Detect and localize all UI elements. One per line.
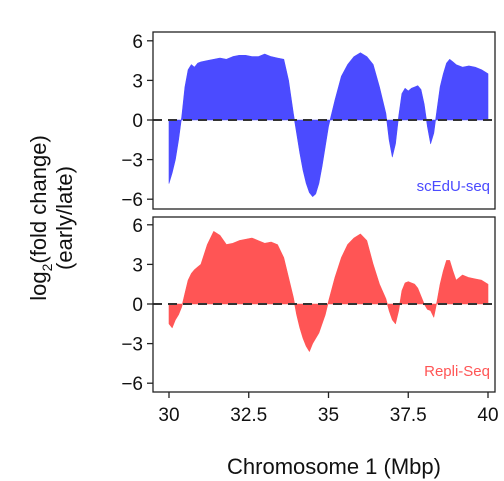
y-tick-label: 0 [132, 295, 143, 316]
y-axis-title: log2(fold change) (early/late) [26, 135, 77, 301]
x-tick-label: 37.5 [390, 405, 427, 426]
x-tick-label: 40 [477, 405, 498, 426]
y-axis-title-line2: (early/late) [52, 166, 77, 270]
area-path-repli-seq [168, 231, 489, 352]
x-tick-label: 32.5 [230, 405, 267, 426]
y-tick-label: 3 [132, 71, 143, 92]
scedu-seq-area-series [168, 52, 489, 197]
y-axis-title-log: log [26, 271, 51, 300]
y-tick-label: −6 [121, 190, 143, 211]
y-ticks-top: 6 3 0 −3 −6 [121, 32, 153, 211]
x-tick-label: 30 [158, 405, 179, 426]
y-tick-label: −3 [121, 335, 143, 356]
panel-repli-seq: 6 3 0 −3 −6 Repli-Seq [121, 216, 496, 395]
panel-label-repli-seq: Repli-Seq [424, 363, 490, 380]
panel-scedu-seq: 6 3 0 −3 −6 scEdU-seq [121, 31, 496, 211]
panel-label-scedu-seq: scEdU-seq [417, 178, 490, 195]
y-tick-label: −6 [121, 374, 143, 395]
x-axis: 30 32.5 35 37.5 40 [158, 392, 499, 426]
y-tick-label: 6 [132, 216, 143, 237]
x-axis-title: Chromosome 1 (Mbp) [227, 454, 441, 479]
area-path-scedu-seq [168, 52, 489, 197]
y-tick-label: 0 [132, 111, 143, 132]
repli-seq-area-series [168, 231, 489, 352]
y-ticks-bottom: 6 3 0 −3 −6 [121, 216, 153, 395]
y-axis-title-subscript: 2 [39, 263, 55, 271]
x-tick-label: 35 [318, 405, 339, 426]
y-tick-label: 6 [132, 32, 143, 53]
y-tick-label: 3 [132, 255, 143, 276]
y-axis-title-line1: log2(fold change) [26, 135, 55, 301]
y-tick-label: −3 [121, 151, 143, 172]
y-axis-title-rest: (fold change) [26, 135, 51, 263]
